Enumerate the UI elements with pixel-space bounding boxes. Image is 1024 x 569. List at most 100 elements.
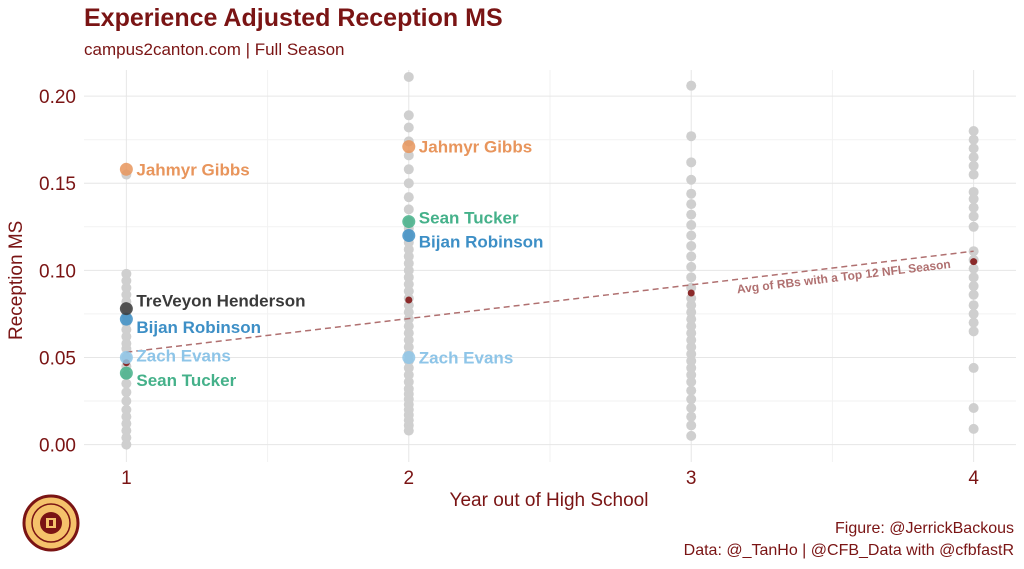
background-point — [686, 131, 697, 142]
background-point — [686, 157, 697, 168]
background-point — [968, 143, 979, 154]
background-point — [686, 321, 697, 332]
background-point — [968, 281, 979, 292]
background-point — [403, 110, 414, 121]
background-point — [968, 317, 979, 328]
average-point — [687, 289, 695, 297]
background-point — [403, 362, 414, 373]
player-label: TreVeyon Henderson — [136, 292, 305, 311]
background-point — [121, 268, 132, 279]
background-point — [686, 314, 697, 325]
background-points — [121, 71, 979, 450]
background-point — [403, 321, 414, 332]
player-point — [402, 140, 416, 154]
background-point — [968, 221, 979, 232]
background-point — [403, 335, 414, 346]
x-tick-label: 2 — [403, 468, 414, 489]
player-point — [119, 162, 133, 176]
background-point — [403, 122, 414, 133]
player-point — [119, 312, 133, 326]
background-point — [686, 272, 697, 283]
y-axis-label: Reception MS — [6, 220, 27, 340]
background-point — [403, 150, 414, 161]
x-tick-labels: 1 2 3 4 — [121, 468, 979, 489]
background-point — [686, 328, 697, 339]
background-point — [686, 307, 697, 318]
x-tick-label: 1 — [121, 468, 132, 489]
background-point — [968, 423, 979, 434]
player-label: Jahmyr Gibbs — [419, 138, 532, 157]
background-point — [968, 402, 979, 413]
y-tick-label: 0.15 — [39, 174, 76, 195]
background-point — [968, 289, 979, 300]
background-point — [121, 404, 132, 415]
background-point — [686, 355, 697, 366]
player-label: Zach Evans — [419, 348, 513, 367]
player-point — [119, 302, 133, 316]
background-point — [686, 411, 697, 422]
background-point — [968, 169, 979, 180]
y-tick-label: 0.10 — [39, 261, 76, 282]
chart-title: Experience Adjusted Reception MS — [84, 4, 503, 32]
trend-line-label: Avg of RBs with a Top 12 NFL Season — [736, 257, 951, 296]
background-point — [121, 425, 132, 436]
background-point — [686, 385, 697, 396]
background-point — [403, 286, 414, 297]
y-tick-labels: 0.00 0.05 0.10 0.15 0.20 — [39, 87, 76, 456]
background-point — [968, 308, 979, 319]
background-point — [403, 342, 414, 353]
background-point — [968, 362, 979, 373]
background-point — [968, 300, 979, 311]
background-point — [121, 289, 132, 300]
x-axis-label: Year out of High School — [449, 490, 649, 511]
background-point — [686, 261, 697, 272]
background-point — [403, 251, 414, 262]
background-point — [968, 160, 979, 171]
y-tick-label: 0.05 — [39, 348, 76, 369]
player-point — [119, 350, 133, 364]
background-point — [968, 326, 979, 337]
background-point — [403, 307, 414, 318]
background-point — [968, 125, 979, 136]
background-point — [121, 396, 132, 407]
background-point — [686, 209, 697, 220]
background-point — [686, 430, 697, 441]
player-label: Bijan Robinson — [419, 233, 544, 252]
background-point — [686, 220, 697, 231]
background-point — [968, 211, 979, 222]
player-label: Sean Tucker — [419, 209, 519, 228]
background-point — [686, 188, 697, 199]
player-label: Zach Evans — [136, 346, 231, 365]
background-point — [686, 362, 697, 373]
background-point — [968, 186, 979, 197]
background-point — [403, 272, 414, 283]
background-point — [686, 376, 697, 387]
background-point — [121, 418, 132, 429]
background-point — [121, 387, 132, 398]
data-credit: Data: @_TanHo | @CFB_Data with @cfbfastR — [683, 542, 1014, 559]
background-point — [121, 338, 132, 349]
y-tick-label: 0.00 — [39, 436, 76, 457]
background-point — [968, 152, 979, 163]
player-point — [119, 366, 133, 380]
background-point — [403, 383, 414, 394]
background-point — [686, 402, 697, 413]
player-label: Sean Tucker — [136, 371, 236, 390]
background-point — [403, 258, 414, 269]
background-point — [121, 439, 132, 450]
background-point — [968, 272, 979, 283]
player-point — [402, 215, 416, 229]
background-point — [686, 251, 697, 262]
background-point — [686, 394, 697, 405]
x-tick-label: 3 — [686, 468, 697, 489]
y-tick-label: 0.20 — [39, 87, 76, 108]
background-point — [403, 71, 414, 82]
background-point — [686, 199, 697, 210]
background-point — [121, 331, 132, 342]
player-point — [402, 229, 416, 243]
chart-subtitle: campus2canton.com | Full Season — [84, 40, 345, 59]
average-point — [970, 258, 978, 266]
background-point — [968, 193, 979, 204]
background-point — [121, 275, 132, 286]
